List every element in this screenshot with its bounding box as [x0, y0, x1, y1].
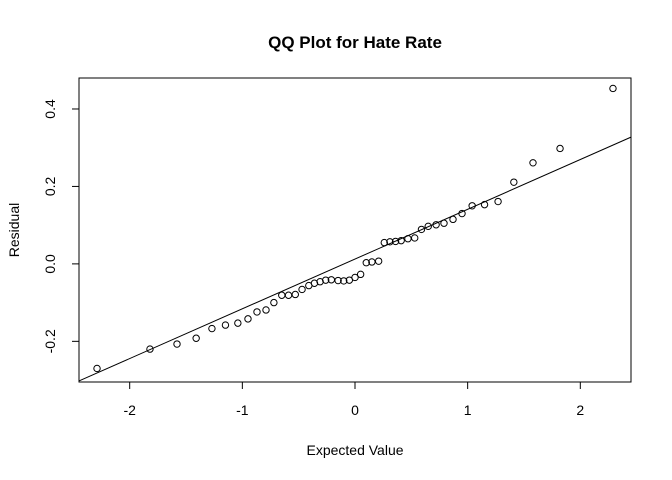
- data-point: [411, 234, 419, 242]
- reference-line: [78, 136, 632, 382]
- data-point: [397, 236, 405, 245]
- data-point: [334, 276, 342, 285]
- data-point: [278, 291, 286, 299]
- x-axis-label: Expected Value: [306, 442, 403, 458]
- x-tick-label: 1: [464, 402, 472, 418]
- data-point: [480, 200, 489, 209]
- data-point: [458, 209, 466, 218]
- data-point: [386, 238, 394, 246]
- x-tick-label: 2: [576, 402, 584, 418]
- data-point: [234, 319, 242, 327]
- data-point: [468, 202, 476, 210]
- data-point: [510, 178, 518, 186]
- data-point: [322, 276, 330, 284]
- y-tick-label: 0.0: [42, 254, 58, 274]
- data-point: [609, 84, 617, 93]
- data-point: [351, 273, 359, 282]
- data-point: [298, 285, 306, 294]
- data-point: [270, 298, 278, 307]
- data-point: [440, 219, 448, 227]
- data-point: [432, 221, 440, 229]
- data-point: [208, 324, 216, 333]
- data-point: [417, 225, 426, 234]
- data-point: [253, 308, 261, 316]
- data-point: [529, 159, 537, 167]
- data-point: [192, 334, 200, 342]
- x-tick-label: -2: [123, 402, 136, 418]
- data-point: [291, 290, 299, 299]
- data-point: [146, 345, 154, 353]
- chart-title: QQ Plot for Hate Rate: [268, 33, 442, 52]
- plot-area: [78, 84, 632, 382]
- data-point: [449, 215, 457, 224]
- y-axis-label: Residual: [6, 203, 22, 257]
- data-point: [356, 270, 365, 279]
- x-axis: -2 -1 0 1 2: [123, 381, 584, 418]
- data-point: [391, 237, 400, 246]
- data-point: [173, 340, 181, 348]
- data-point: [404, 235, 412, 243]
- data-point: [221, 321, 230, 329]
- data-point: [244, 315, 252, 323]
- data-point: [362, 259, 370, 267]
- data-point: [556, 144, 564, 153]
- y-tick-label: -0.2: [42, 329, 58, 353]
- y-axis: -0.2 0.0 0.2 0.4: [42, 99, 80, 353]
- data-points: [93, 84, 617, 373]
- data-point: [494, 197, 502, 206]
- data-point: [340, 277, 348, 285]
- data-point: [380, 238, 388, 247]
- y-tick-label: 0.4: [42, 99, 58, 119]
- data-point: [262, 306, 270, 314]
- plot-frame: [78, 77, 632, 383]
- data-point: [374, 257, 383, 265]
- x-tick-label: -1: [236, 402, 249, 418]
- data-point: [93, 364, 101, 373]
- x-tick-label: 0: [351, 402, 359, 418]
- data-point: [284, 291, 293, 299]
- data-point: [424, 222, 432, 231]
- y-tick-label: 0.2: [42, 176, 58, 196]
